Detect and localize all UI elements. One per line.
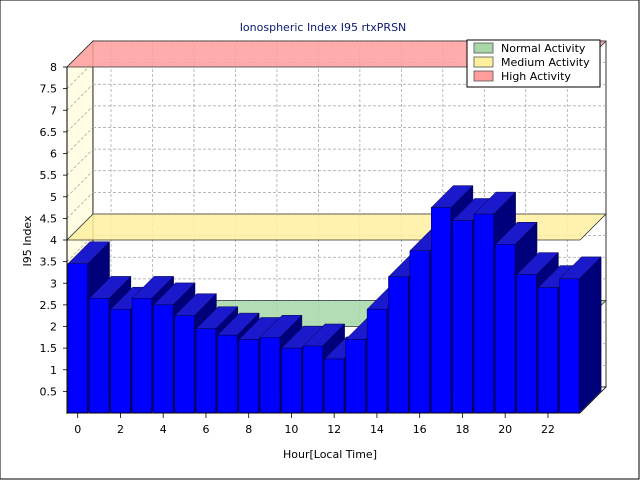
y-tick-label: 6	[50, 148, 57, 161]
bar	[88, 298, 110, 414]
bar	[409, 250, 430, 414]
y-tick-labels: 0.5 1 1.5 2 2.5 3 3.5 4 4.5 5 5.5 6 6.5 7 7.5 8	[40, 61, 67, 398]
y-tick-label: 2.5	[40, 299, 58, 312]
y-tick-label: 0.5	[40, 385, 58, 398]
y-tick-label: 3.5	[40, 256, 58, 269]
x-tick-label: 20	[498, 423, 512, 436]
legend-swatch-normal	[473, 42, 494, 54]
bar	[537, 287, 559, 414]
x-tick-label: 4	[160, 423, 167, 436]
bar	[67, 263, 88, 414]
bar-group	[558, 256, 602, 414]
bar	[516, 274, 537, 414]
bar	[430, 207, 452, 414]
bar	[345, 339, 366, 414]
y-tick-label: 7	[50, 104, 57, 117]
y-tick-label: 5.5	[40, 169, 58, 182]
bar	[388, 276, 409, 414]
bar	[324, 358, 345, 414]
bar-side	[578, 256, 602, 414]
bar	[452, 220, 473, 414]
bar	[131, 298, 152, 414]
y-tick-label: 7.5	[40, 83, 58, 96]
x-tick-label: 0	[74, 423, 81, 436]
x-tick-label: 12	[327, 423, 341, 436]
y-tick-label: 5	[50, 191, 57, 204]
x-tick-labels: 0 2 4 6 8 10 12 14 16 18 20 22	[74, 413, 555, 436]
bar	[195, 328, 217, 414]
y-tick-label: 2	[50, 321, 57, 334]
grid-line-left	[66, 148, 94, 176]
x-tick-label: 18	[455, 423, 469, 436]
bar	[473, 213, 494, 414]
x-tick-label: 16	[413, 423, 427, 436]
grid-line-left	[66, 170, 94, 197]
grid-line-left	[66, 105, 94, 133]
y-tick-label: 1.5	[40, 342, 58, 355]
x-tick-label: 22	[541, 423, 555, 436]
y-tick-label: 8	[50, 61, 57, 74]
legend-swatch-high	[473, 70, 494, 82]
bar	[559, 278, 580, 414]
bar	[238, 339, 259, 414]
bar	[366, 308, 388, 414]
legend-label-medium: Medium Activity	[501, 56, 590, 69]
legend-label-high: High Activity	[501, 70, 571, 83]
bar-series	[67, 184, 602, 414]
legend-swatch-medium	[473, 56, 494, 68]
grid-line-left	[66, 84, 94, 111]
bar	[174, 315, 195, 414]
bar	[153, 304, 174, 414]
bar	[495, 244, 516, 414]
bar	[302, 345, 323, 414]
x-tick-label: 10	[284, 423, 298, 436]
bar	[281, 347, 302, 414]
x-tick-label: 6	[202, 423, 209, 436]
x-axis-label: Hour[Local Time]	[283, 448, 377, 461]
chart-title: Ionospheric Index I95 rtxPRSN	[240, 21, 407, 34]
y-tick-label: 3	[50, 277, 57, 290]
grid-line-left	[66, 192, 94, 219]
x-tick-label: 14	[370, 423, 384, 436]
legend: Normal Activity Medium Activity High Act…	[466, 39, 601, 88]
legend-label-normal: Normal Activity	[501, 42, 586, 55]
y-tick-label: 4.5	[40, 212, 58, 225]
bar	[259, 337, 281, 414]
x-tick-label: 2	[117, 423, 124, 436]
y-axis-label: I95 Index	[21, 215, 34, 267]
y-tick-label: 6.5	[40, 126, 58, 139]
y-tick-label: 1	[50, 364, 57, 377]
bar	[110, 308, 131, 414]
x-tick-label: 8	[245, 423, 252, 436]
grid-line-left	[66, 127, 94, 154]
y-tick-label: 4	[50, 234, 57, 247]
bar	[217, 334, 238, 414]
